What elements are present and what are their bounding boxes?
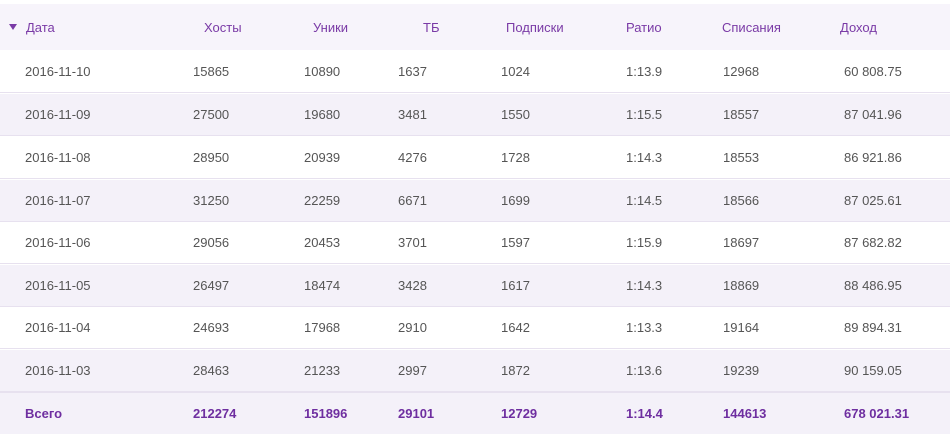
cell-hosts: 26497 [193,278,230,293]
cell-income: 60 808.75 [844,64,902,79]
cell-income: 86 921.86 [844,150,902,165]
cell-income: 89 894.31 [844,320,902,335]
cell-charges: 18869 [723,278,760,293]
cell-date: 2016-11-05 [25,278,91,293]
column-header-ratio[interactable]: Ратио [626,19,662,35]
column-header-hosts[interactable]: Хосты [204,19,242,35]
cell-date: 2016-11-10 [25,64,91,79]
total-income: 678 021.31 [844,406,910,421]
cell-tb: 6671 [398,193,427,208]
cell-hosts: 24693 [193,320,230,335]
cell-uniques: 10890 [304,64,341,79]
cell-ratio: 1:14.3 [626,278,663,293]
table-totals-row: Всего 212274 151896 29101 12729 1:14.4 1… [0,392,950,434]
cell-ratio: 1:13.6 [626,363,663,378]
column-header-date[interactable]: Дата [26,19,55,35]
cell-ratio: 1:14.3 [626,150,663,165]
cell-hosts: 28950 [193,150,230,165]
cell-charges: 18566 [723,193,760,208]
triangle-down-icon[interactable] [9,4,17,50]
cell-ratio: 1:14.5 [626,193,663,208]
cell-tb: 2997 [398,363,427,378]
cell-hosts: 15865 [193,64,230,79]
cell-charges: 19239 [723,363,760,378]
table-header: Дата Хосты Уники ТБ Подписки Ратио Списа… [0,4,950,50]
table-row: 2016-11-06 29056 20453 3701 1597 1:15.9 … [0,222,950,264]
cell-ratio: 1:15.9 [626,235,663,250]
total-charges: 144613 [723,406,767,421]
cell-income: 90 159.05 [844,363,902,378]
cell-date: 2016-11-08 [25,150,91,165]
cell-uniques: 17968 [304,320,341,335]
cell-income: 87 682.82 [844,235,902,250]
table-row: 2016-11-08 28950 20939 4276 1728 1:14.3 … [0,137,950,179]
column-header-tb[interactable]: ТБ [423,19,440,35]
cell-ratio: 1:13.9 [626,64,663,79]
cell-date: 2016-11-03 [25,363,91,378]
cell-uniques: 19680 [304,107,341,122]
cell-date: 2016-11-09 [25,107,91,122]
column-header-charges[interactable]: Списания [722,19,781,35]
table-row: 2016-11-04 24693 17968 2910 1642 1:13.3 … [0,307,950,349]
cell-hosts: 27500 [193,107,230,122]
table-row: 2016-11-07 31250 22259 6671 1699 1:14.5 … [0,180,950,222]
cell-uniques: 18474 [304,278,341,293]
cell-uniques: 20939 [304,150,341,165]
cell-hosts: 31250 [193,193,230,208]
cell-charges: 18557 [723,107,760,122]
table-row: 2016-11-03 28463 21233 2997 1872 1:13.6 … [0,350,950,392]
total-subscriptions: 12729 [501,406,538,421]
cell-charges: 12968 [723,64,760,79]
cell-charges: 18553 [723,150,760,165]
total-tb: 29101 [398,406,435,421]
cell-uniques: 22259 [304,193,341,208]
cell-subscriptions: 1597 [501,235,530,250]
table-row: 2016-11-05 26497 18474 3428 1617 1:14.3 … [0,265,950,307]
cell-tb: 1637 [398,64,427,79]
total-hosts: 212274 [193,406,237,421]
cell-tb: 3428 [398,278,427,293]
cell-hosts: 29056 [193,235,230,250]
cell-tb: 4276 [398,150,427,165]
table-row: 2016-11-09 27500 19680 3481 1550 1:15.5 … [0,94,950,136]
cell-subscriptions: 1642 [501,320,530,335]
cell-date: 2016-11-04 [25,320,91,335]
cell-subscriptions: 1550 [501,107,530,122]
cell-subscriptions: 1728 [501,150,530,165]
cell-income: 87 041.96 [844,107,902,122]
cell-subscriptions: 1617 [501,278,530,293]
column-header-income[interactable]: Доход [840,19,877,35]
cell-tb: 3701 [398,235,427,250]
cell-subscriptions: 1699 [501,193,530,208]
cell-ratio: 1:15.5 [626,107,663,122]
cell-charges: 19164 [723,320,760,335]
cell-ratio: 1:13.3 [626,320,663,335]
cell-income: 88 486.95 [844,278,902,293]
totals-label: Всего [25,406,63,421]
total-uniques: 151896 [304,406,348,421]
cell-date: 2016-11-06 [25,235,91,250]
cell-subscriptions: 1872 [501,363,530,378]
column-header-subscriptions[interactable]: Подписки [506,19,564,35]
cell-date: 2016-11-07 [25,193,91,208]
cell-subscriptions: 1024 [501,64,530,79]
cell-income: 87 025.61 [844,193,902,208]
cell-uniques: 20453 [304,235,341,250]
column-header-uniques[interactable]: Уники [313,19,349,35]
cell-uniques: 21233 [304,363,341,378]
cell-hosts: 28463 [193,363,230,378]
total-ratio: 1:14.4 [626,406,663,421]
table-row: 2016-11-10 15865 10890 1637 1024 1:13.9 … [0,51,950,93]
cell-tb: 3481 [398,107,427,122]
cell-tb: 2910 [398,320,427,335]
cell-charges: 18697 [723,235,760,250]
